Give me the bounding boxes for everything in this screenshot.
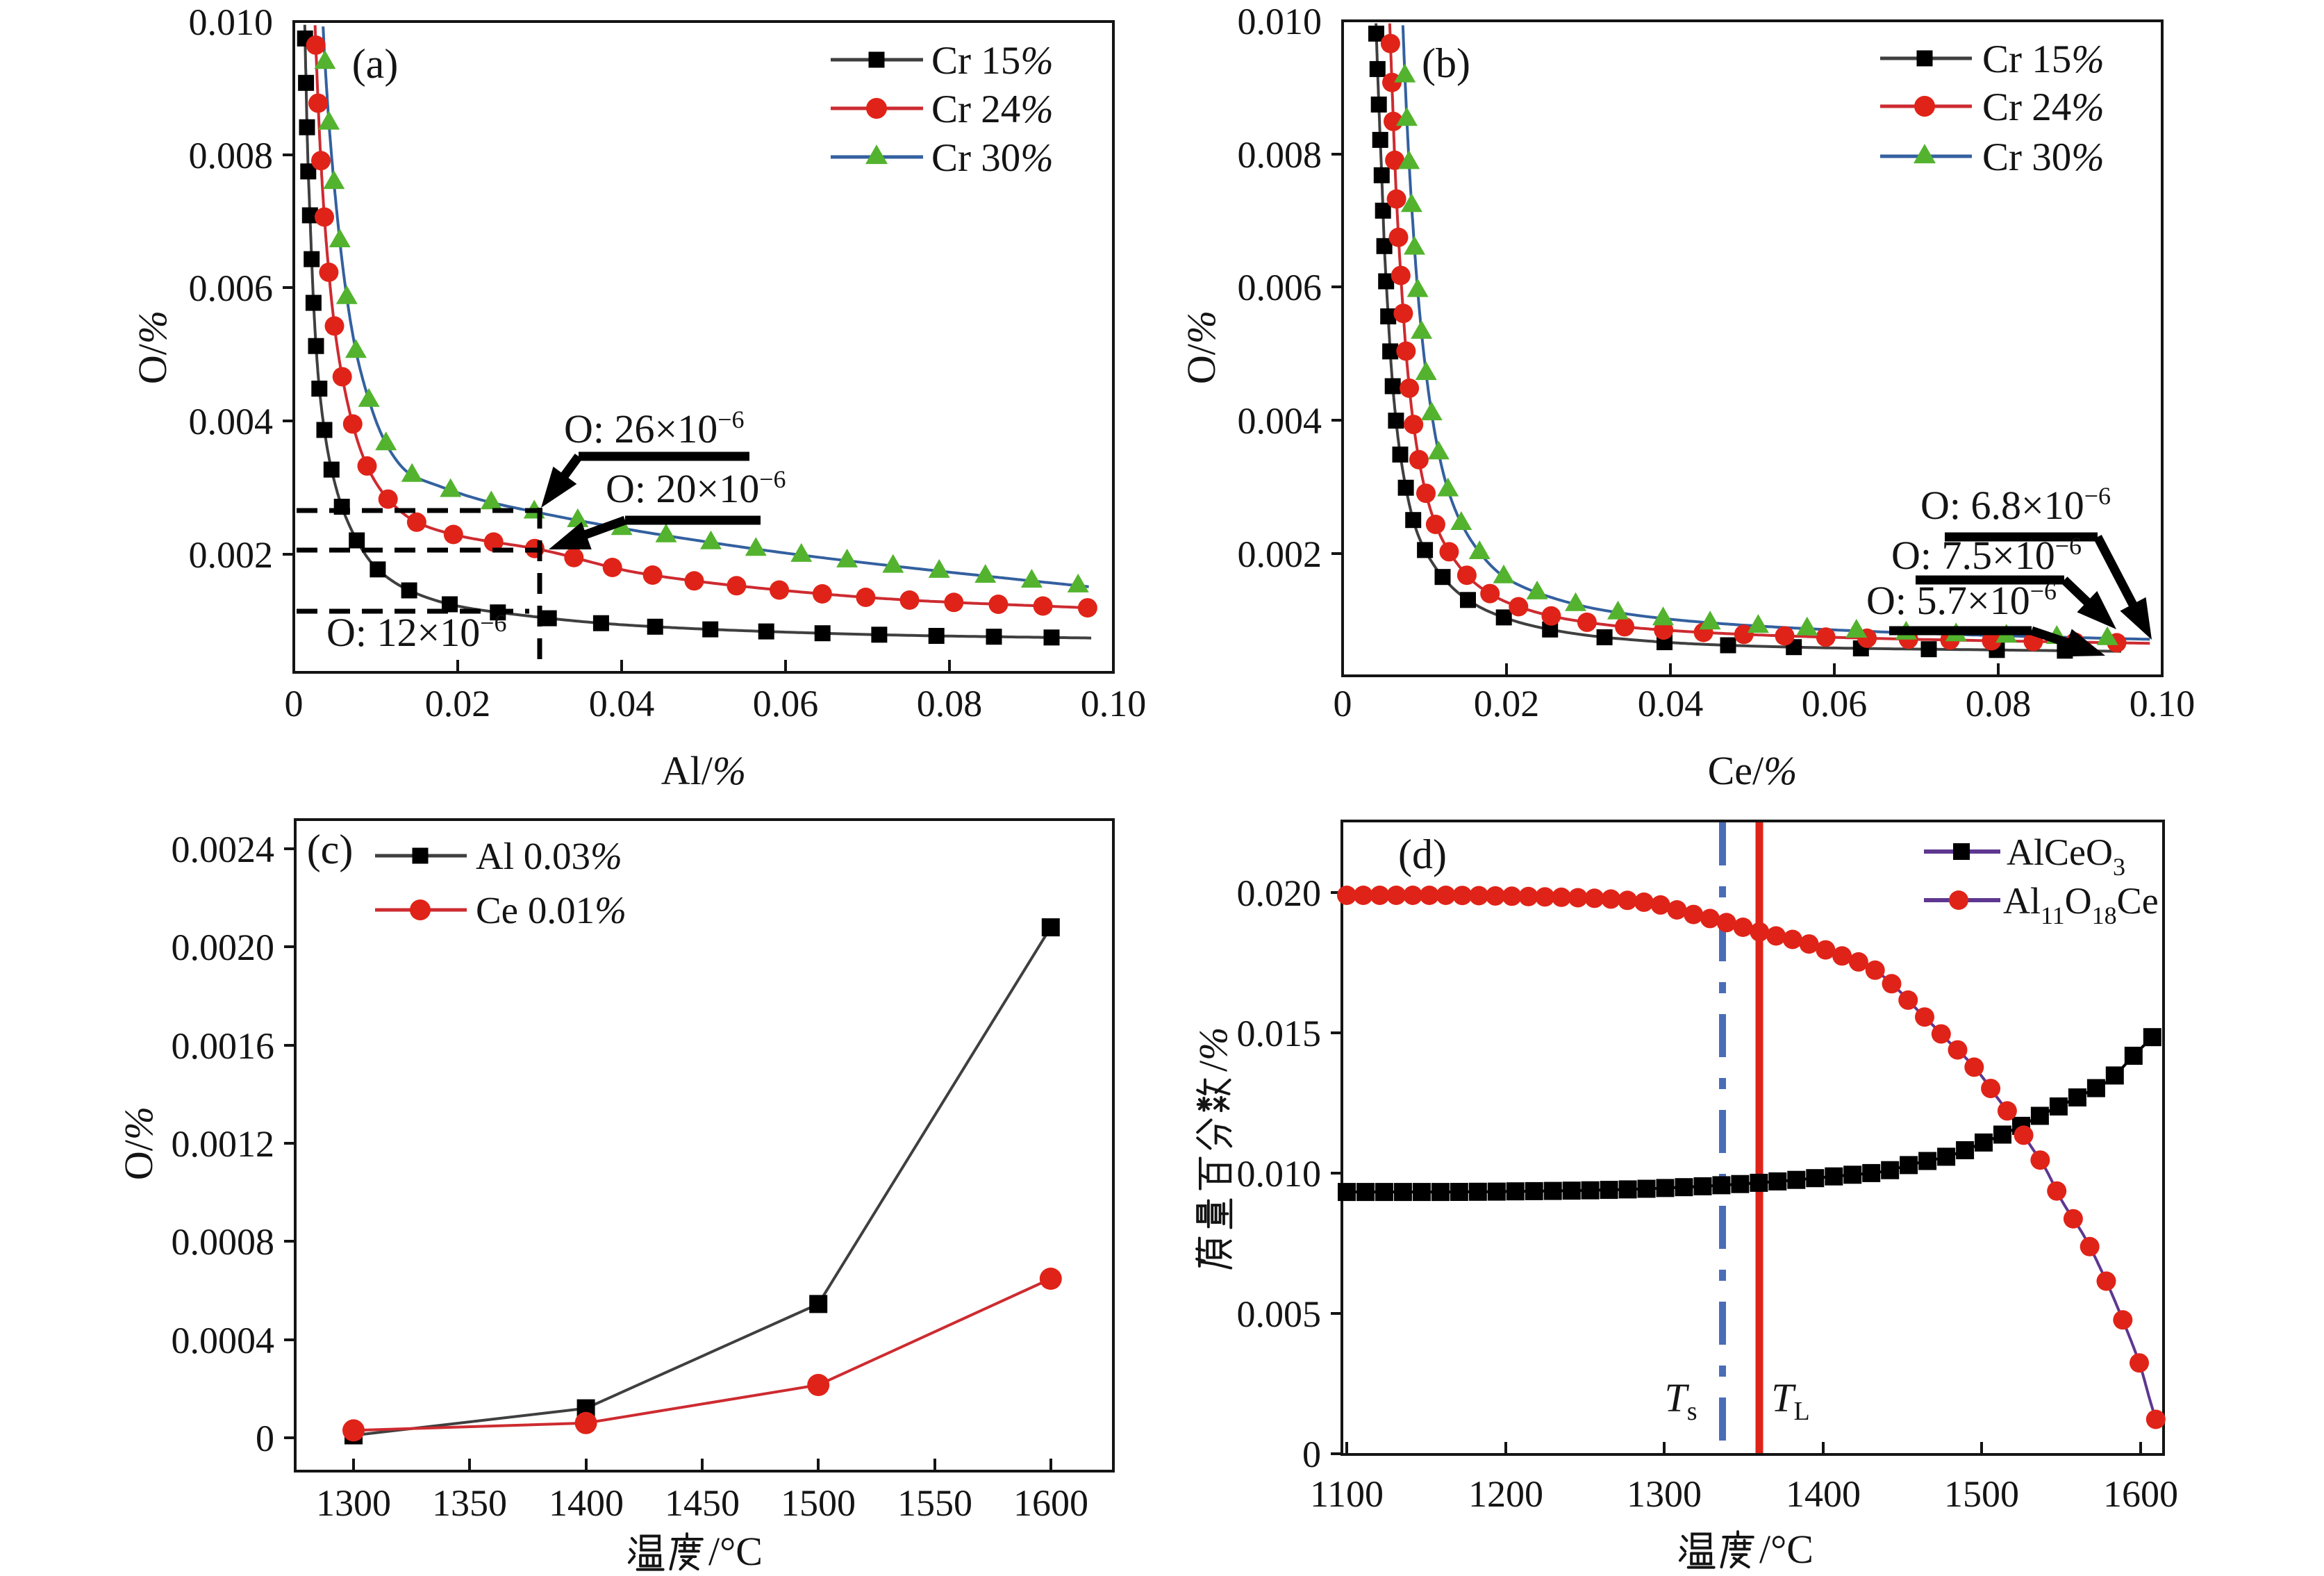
svg-text:O/%: O/% bbox=[1179, 310, 1224, 384]
svg-text:1350: 1350 bbox=[432, 1482, 507, 1524]
svg-text:0.008: 0.008 bbox=[1238, 134, 1322, 176]
svg-text:Cr 15%: Cr 15% bbox=[1982, 38, 2105, 81]
svg-text:Cr 24%: Cr 24% bbox=[931, 88, 1054, 131]
svg-text:(b): (b) bbox=[1422, 40, 1470, 86]
svg-text:O/%: O/% bbox=[116, 1106, 161, 1180]
svg-text:0.008: 0.008 bbox=[189, 135, 274, 176]
svg-text:/%: /% bbox=[1190, 1027, 1236, 1072]
svg-text:1400: 1400 bbox=[1786, 1473, 1861, 1515]
svg-text:O: 7.5×10−6: O: 7.5×10−6 bbox=[1891, 532, 2082, 578]
svg-text:0.02: 0.02 bbox=[425, 683, 491, 724]
svg-text:0.0016: 0.0016 bbox=[172, 1025, 275, 1067]
svg-text:Ce/%: Ce/% bbox=[1708, 748, 1798, 793]
svg-text:0.010: 0.010 bbox=[189, 1, 274, 43]
svg-text:Ts: Ts bbox=[1664, 1375, 1697, 1426]
svg-text:0: 0 bbox=[285, 683, 304, 724]
svg-text:0: 0 bbox=[256, 1418, 274, 1459]
svg-text:0.02: 0.02 bbox=[1474, 683, 1540, 724]
svg-text:0.0020: 0.0020 bbox=[172, 927, 275, 968]
svg-text:O: 5.7×10−6: O: 5.7×10−6 bbox=[1866, 577, 2057, 623]
svg-text:Cr 24%: Cr 24% bbox=[1982, 85, 2105, 129]
svg-text:0.004: 0.004 bbox=[1238, 400, 1322, 442]
svg-text:0.0004: 0.0004 bbox=[172, 1320, 275, 1361]
svg-text:0.0008: 0.0008 bbox=[172, 1221, 275, 1263]
svg-text:0.002: 0.002 bbox=[1238, 533, 1322, 575]
svg-text:1400: 1400 bbox=[549, 1482, 624, 1524]
svg-text:TL: TL bbox=[1771, 1375, 1809, 1426]
svg-text:O: 20×10−6: O: 20×10−6 bbox=[606, 465, 786, 511]
svg-text:0.010: 0.010 bbox=[1237, 1153, 1322, 1195]
svg-text:0: 0 bbox=[1302, 1434, 1321, 1475]
svg-text:0: 0 bbox=[1334, 683, 1352, 724]
svg-text:/°C: /°C bbox=[708, 1529, 763, 1573]
svg-text:0.015: 0.015 bbox=[1237, 1013, 1322, 1054]
svg-text:0.10: 0.10 bbox=[2130, 683, 2196, 724]
svg-text:Al 0.03%: Al 0.03% bbox=[476, 835, 622, 877]
svg-text:(c): (c) bbox=[307, 827, 354, 872]
svg-text:0.04: 0.04 bbox=[589, 683, 655, 724]
svg-text:0.005: 0.005 bbox=[1237, 1293, 1322, 1335]
svg-text:0.04: 0.04 bbox=[1638, 683, 1704, 724]
svg-text:0.006: 0.006 bbox=[1238, 267, 1322, 308]
svg-text:Ce 0.01%: Ce 0.01% bbox=[476, 889, 626, 931]
svg-text:0.06: 0.06 bbox=[1802, 683, 1868, 724]
svg-text:/°C: /°C bbox=[1759, 1527, 1813, 1572]
svg-text:O: 6.8×10−6: O: 6.8×10−6 bbox=[1920, 482, 2111, 528]
svg-text:1300: 1300 bbox=[316, 1482, 391, 1524]
svg-text:0.06: 0.06 bbox=[753, 683, 819, 724]
svg-text:(d): (d) bbox=[1398, 831, 1447, 877]
svg-text:(a): (a) bbox=[352, 41, 399, 87]
svg-text:0.0012: 0.0012 bbox=[172, 1123, 275, 1165]
svg-text:O/%: O/% bbox=[130, 310, 175, 384]
svg-text:0.002: 0.002 bbox=[189, 534, 274, 576]
svg-text:1500: 1500 bbox=[781, 1482, 856, 1524]
svg-text:AlCeO3: AlCeO3 bbox=[2007, 831, 2125, 881]
svg-text:Cr 15%: Cr 15% bbox=[931, 39, 1054, 83]
svg-text:1100: 1100 bbox=[1310, 1473, 1384, 1515]
svg-text:1500: 1500 bbox=[1944, 1473, 2019, 1515]
svg-text:0.10: 0.10 bbox=[1081, 683, 1147, 724]
svg-text:1200: 1200 bbox=[1468, 1473, 1543, 1515]
svg-text:1300: 1300 bbox=[1627, 1473, 1702, 1515]
svg-text:0.004: 0.004 bbox=[189, 401, 274, 442]
svg-text:1550: 1550 bbox=[897, 1482, 972, 1524]
svg-text:Al/%: Al/% bbox=[661, 748, 746, 793]
svg-text:O: 12×10−6: O: 12×10−6 bbox=[326, 609, 507, 655]
svg-text:Al11O18Ce: Al11O18Ce bbox=[2003, 880, 2159, 929]
svg-text:0.0024: 0.0024 bbox=[172, 829, 275, 870]
svg-text:1600: 1600 bbox=[1013, 1482, 1088, 1524]
svg-text:Cr 30%: Cr 30% bbox=[931, 136, 1054, 180]
svg-text:1450: 1450 bbox=[665, 1482, 740, 1524]
svg-text:0.006: 0.006 bbox=[189, 267, 274, 309]
svg-text:0.08: 0.08 bbox=[917, 683, 983, 724]
svg-text:O: 26×10−6: O: 26×10−6 bbox=[564, 406, 745, 451]
svg-text:1600: 1600 bbox=[2103, 1473, 2178, 1515]
svg-text:0.020: 0.020 bbox=[1237, 872, 1322, 914]
svg-text:0.08: 0.08 bbox=[1966, 683, 2032, 724]
svg-text:0.010: 0.010 bbox=[1238, 1, 1322, 42]
svg-text:Cr 30%: Cr 30% bbox=[1982, 135, 2105, 179]
